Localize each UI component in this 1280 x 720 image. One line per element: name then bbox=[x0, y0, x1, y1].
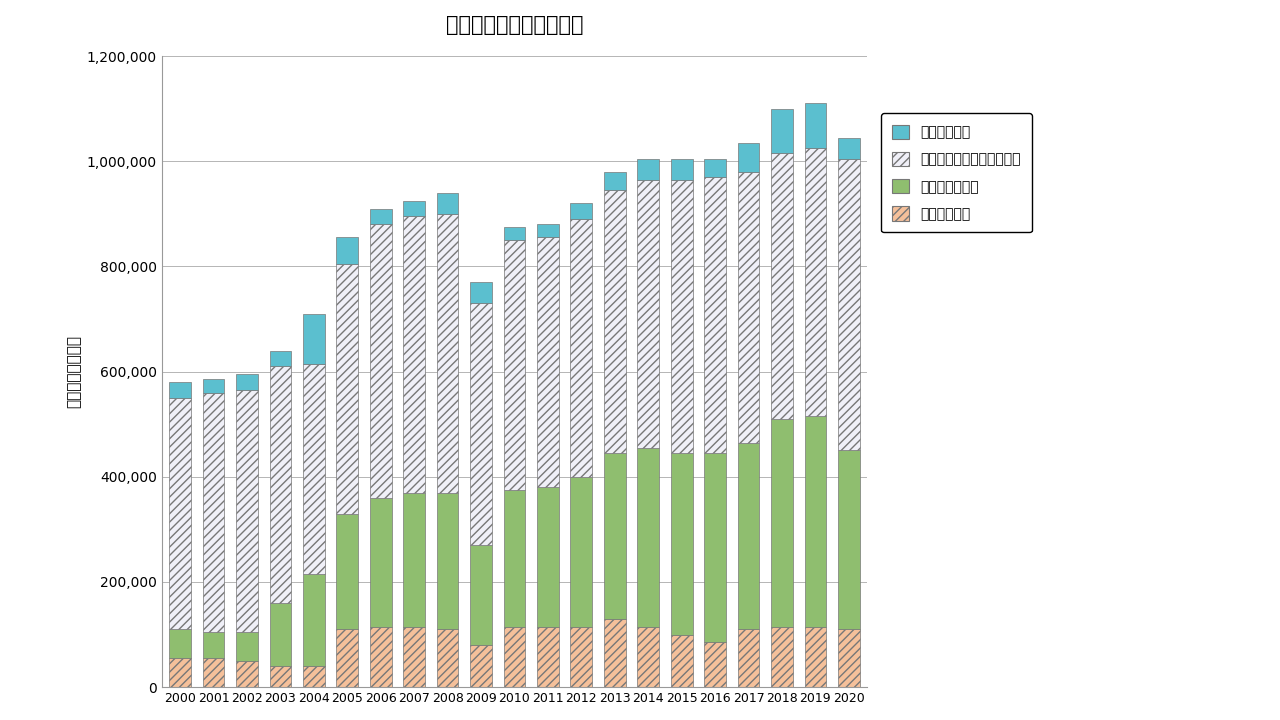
Bar bbox=[538, 225, 559, 238]
Bar bbox=[503, 626, 525, 687]
Bar bbox=[604, 453, 626, 618]
Bar bbox=[202, 632, 224, 658]
Bar bbox=[436, 492, 458, 629]
Title: 環境産業の市場規模推移: 環境産業の市場規模推移 bbox=[445, 15, 584, 35]
Bar bbox=[805, 626, 827, 687]
Bar bbox=[270, 603, 292, 666]
Bar bbox=[470, 645, 492, 687]
Bar bbox=[503, 240, 525, 490]
Bar bbox=[470, 303, 492, 545]
Bar bbox=[637, 158, 659, 179]
Bar bbox=[169, 629, 191, 658]
Bar bbox=[637, 448, 659, 626]
Bar bbox=[637, 626, 659, 687]
Bar bbox=[503, 490, 525, 626]
Bar bbox=[704, 453, 726, 642]
Bar bbox=[571, 219, 593, 477]
Bar bbox=[236, 632, 257, 661]
Bar bbox=[704, 158, 726, 177]
Bar bbox=[604, 171, 626, 190]
Bar bbox=[737, 171, 759, 443]
Bar bbox=[838, 629, 860, 687]
Bar bbox=[637, 179, 659, 448]
Bar bbox=[838, 451, 860, 629]
Bar bbox=[805, 104, 827, 148]
Bar bbox=[337, 264, 358, 513]
Bar bbox=[236, 661, 257, 687]
Bar bbox=[436, 629, 458, 687]
Bar bbox=[303, 314, 325, 364]
Bar bbox=[370, 225, 392, 498]
Bar bbox=[270, 666, 292, 687]
Bar bbox=[805, 148, 827, 416]
Bar bbox=[303, 364, 325, 574]
Bar bbox=[838, 158, 860, 451]
Bar bbox=[737, 629, 759, 687]
Bar bbox=[236, 390, 257, 632]
Bar bbox=[169, 382, 191, 398]
Bar bbox=[370, 498, 392, 626]
Bar bbox=[169, 398, 191, 629]
Bar bbox=[737, 143, 759, 171]
Bar bbox=[571, 477, 593, 626]
Bar bbox=[771, 419, 792, 626]
Bar bbox=[604, 190, 626, 453]
Bar bbox=[470, 282, 492, 303]
Bar bbox=[403, 217, 425, 492]
Bar bbox=[202, 658, 224, 687]
Bar bbox=[403, 626, 425, 687]
Bar bbox=[202, 379, 224, 392]
Bar bbox=[671, 158, 692, 179]
Bar bbox=[270, 351, 292, 366]
Bar bbox=[538, 487, 559, 626]
Bar bbox=[538, 238, 559, 487]
Bar bbox=[604, 618, 626, 687]
Bar bbox=[436, 193, 458, 214]
Bar bbox=[337, 629, 358, 687]
Bar bbox=[503, 227, 525, 240]
Bar bbox=[337, 238, 358, 264]
Bar bbox=[571, 203, 593, 219]
Bar bbox=[671, 179, 692, 453]
Bar bbox=[771, 153, 792, 419]
Bar bbox=[303, 666, 325, 687]
Legend: 自然環境保全, 廃棄物処理・資源有効利用, 地球温暖化対策, 環境汚染防止: 自然環境保全, 廃棄物処理・資源有効利用, 地球温暖化対策, 環境汚染防止 bbox=[881, 114, 1032, 233]
Bar bbox=[403, 492, 425, 626]
Bar bbox=[202, 392, 224, 632]
Bar bbox=[403, 201, 425, 217]
Bar bbox=[337, 513, 358, 629]
Bar bbox=[370, 209, 392, 225]
Bar bbox=[838, 138, 860, 158]
Bar bbox=[704, 642, 726, 687]
Bar bbox=[805, 416, 827, 626]
Y-axis label: 市場規模（億円）: 市場規模（億円） bbox=[67, 335, 81, 408]
Bar bbox=[704, 177, 726, 453]
Bar bbox=[370, 626, 392, 687]
Bar bbox=[236, 374, 257, 390]
Bar bbox=[270, 366, 292, 603]
Bar bbox=[771, 109, 792, 153]
Bar bbox=[169, 658, 191, 687]
Bar bbox=[538, 626, 559, 687]
Bar bbox=[737, 443, 759, 629]
Bar bbox=[771, 626, 792, 687]
Bar bbox=[671, 453, 692, 634]
Bar bbox=[671, 634, 692, 687]
Bar bbox=[303, 574, 325, 666]
Bar bbox=[470, 545, 492, 645]
Bar bbox=[571, 626, 593, 687]
Bar bbox=[436, 214, 458, 492]
